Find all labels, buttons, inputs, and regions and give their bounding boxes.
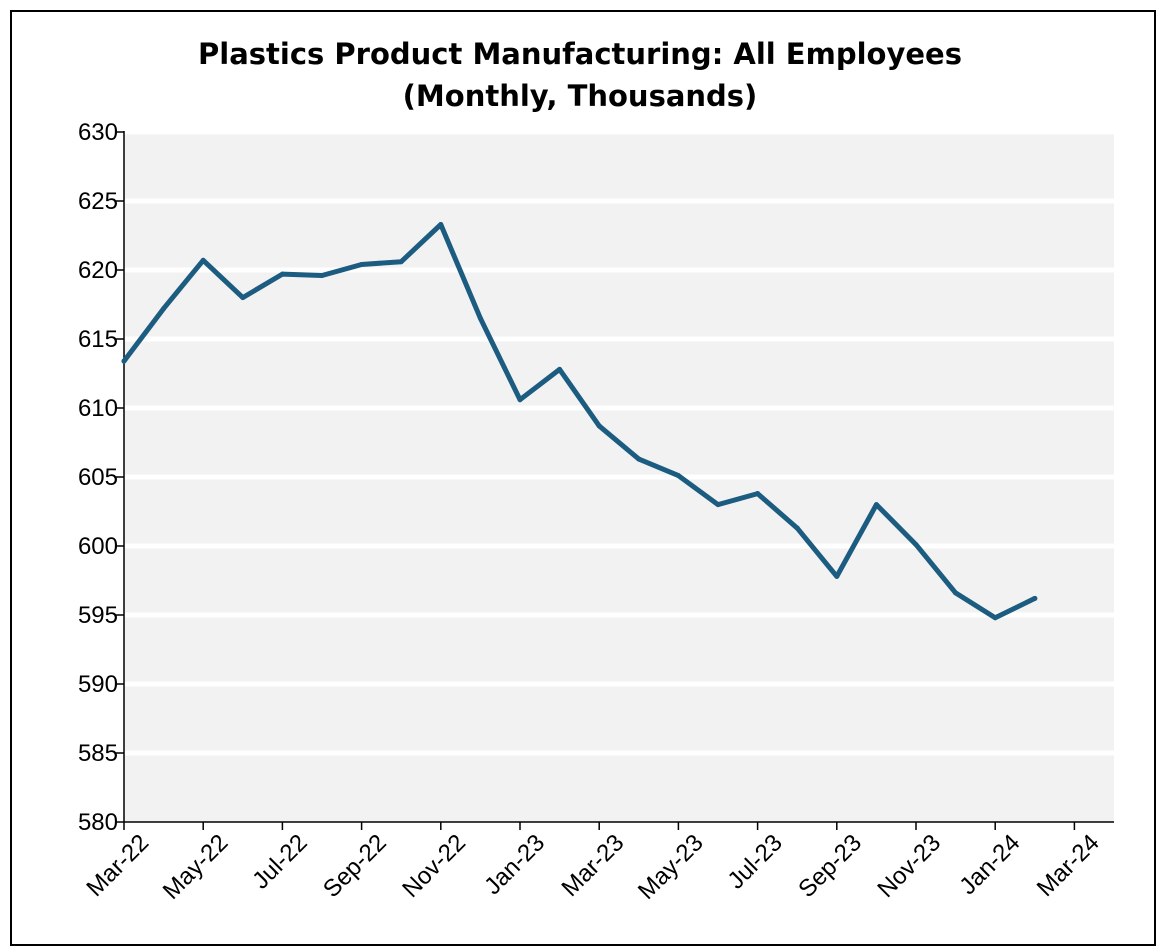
y-tick-label: 610 — [78, 395, 118, 422]
y-tick-label: 595 — [78, 602, 118, 629]
x-tick-label: Mar-22 — [81, 829, 154, 902]
x-tick-label: Nov-23 — [872, 829, 946, 903]
data-point — [636, 456, 642, 462]
x-tick-label: Nov-22 — [397, 829, 471, 903]
y-tick-label: 625 — [78, 188, 118, 215]
data-point — [913, 542, 919, 548]
data-point — [992, 615, 998, 621]
x-tick-label: May-22 — [158, 829, 234, 905]
data-point — [438, 221, 444, 227]
data-point — [834, 573, 840, 579]
data-point — [200, 257, 206, 263]
x-tick-label: Jul-23 — [723, 829, 788, 894]
chart-subtitle: (Monthly, Thousands) — [402, 79, 758, 113]
x-tick-label: Jan-23 — [479, 829, 550, 900]
y-tick-label: 600 — [78, 533, 118, 560]
y-tick-label: 630 — [78, 119, 118, 146]
y-tick-label: 605 — [78, 464, 118, 491]
data-point — [953, 590, 959, 596]
x-tick-label: Mar-23 — [557, 829, 630, 902]
data-point — [240, 295, 246, 301]
data-point — [557, 366, 563, 372]
data-point — [359, 261, 365, 267]
data-point — [319, 273, 325, 279]
data-point — [398, 259, 404, 265]
x-tick-label: Jan-24 — [954, 829, 1025, 900]
data-point — [161, 306, 167, 312]
data-point — [121, 358, 127, 364]
x-tick-label: May-23 — [633, 829, 709, 905]
data-point — [715, 502, 721, 508]
data-point — [755, 491, 761, 497]
y-tick-label: 585 — [78, 740, 118, 767]
data-point — [477, 315, 483, 321]
data-point — [596, 423, 602, 429]
data-point — [873, 502, 879, 508]
data-point — [675, 473, 681, 479]
data-point — [1032, 595, 1038, 601]
chart-title: Plastics Product Manufacturing: All Empl… — [198, 37, 962, 71]
data-point — [517, 397, 523, 403]
x-tick-label: Sep-22 — [318, 829, 392, 903]
y-tick-label: 590 — [78, 671, 118, 698]
data-point — [279, 271, 285, 277]
x-tick-label: Sep-23 — [793, 829, 867, 903]
x-tick-label: Jul-22 — [247, 829, 312, 894]
series-line — [121, 222, 1038, 621]
x-tick-label: Mar-24 — [1032, 829, 1105, 902]
y-tick-label: 615 — [78, 326, 118, 353]
data-point — [794, 525, 800, 531]
y-tick-label: 620 — [78, 257, 118, 284]
y-tick-label: 580 — [78, 809, 118, 836]
